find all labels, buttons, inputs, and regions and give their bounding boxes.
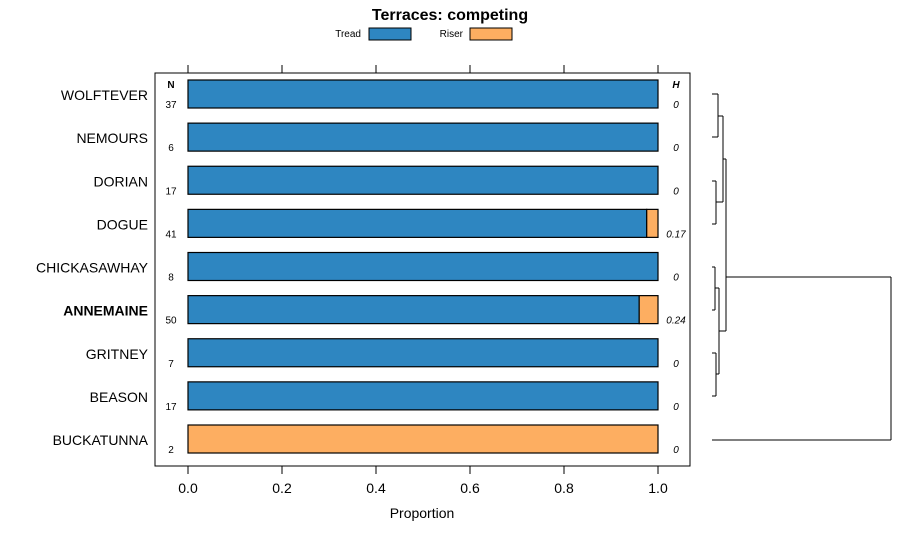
bar-rows: WOLFTEVER 37 0 NEMOURS 6 0 DORIAN 17 0 DOGUE 41 0.1… xyxy=(36,79,686,456)
bar-segment-tread xyxy=(187,338,659,368)
category-label: GRITNEY xyxy=(86,346,149,362)
x-axis: 0.0 0.2 0.4 0.6 0.8 1.0 xyxy=(178,65,668,496)
bar-row: CHICKASAWHAY 8 0 xyxy=(36,251,679,284)
legend-label-riser: Riser xyxy=(440,29,464,40)
h-value: 0 xyxy=(673,359,679,370)
dendrogram xyxy=(712,93,892,441)
bar-segment-tread xyxy=(187,79,659,109)
h-value: 0.17 xyxy=(666,229,686,240)
h-value: 0 xyxy=(673,273,679,284)
n-value: 2 xyxy=(168,445,174,456)
category-label: BUCKATUNNA xyxy=(53,432,149,448)
x-tick-label: 0.8 xyxy=(554,480,574,496)
legend-swatch-riser xyxy=(469,27,513,41)
n-value: 50 xyxy=(165,316,177,327)
h-column-header: H xyxy=(672,80,680,91)
x-tick-label: 1.0 xyxy=(648,480,668,496)
category-label: DORIAN xyxy=(94,173,148,189)
n-value: 37 xyxy=(165,100,177,111)
h-value: 0 xyxy=(673,402,679,413)
bar-row: GRITNEY 7 0 xyxy=(86,338,679,370)
legend-swatch-tread xyxy=(368,27,412,41)
n-value: 6 xyxy=(168,143,174,154)
h-value: 0 xyxy=(673,143,679,154)
bar-row: DORIAN 17 0 xyxy=(94,165,679,197)
category-label: DOGUE xyxy=(97,216,148,232)
legend: Tread Riser xyxy=(335,27,513,41)
bar-segment-riser xyxy=(187,424,659,454)
bar-row: BUCKATUNNA 2 0 xyxy=(53,424,679,456)
legend-label-tread: Tread xyxy=(335,29,361,40)
bar-row: NEMOURS 6 0 xyxy=(76,122,679,154)
bar-segment-tread xyxy=(187,208,648,238)
x-tick-label: 0.4 xyxy=(366,480,386,496)
chart-title: Terraces: competing xyxy=(372,7,528,24)
bar-segment-riser xyxy=(638,295,659,325)
plot-frame xyxy=(154,72,691,467)
category-label: ANNEMAINE xyxy=(63,303,148,319)
x-axis-title: Proportion xyxy=(390,505,455,521)
x-tick-label: 0.2 xyxy=(272,480,292,496)
n-value: 17 xyxy=(165,402,177,413)
bar-row: WOLFTEVER 37 0 xyxy=(61,79,679,111)
n-column-header: N xyxy=(167,80,174,91)
x-tick-label: 0.0 xyxy=(178,480,198,496)
bar-row: DOGUE 41 0.17 xyxy=(97,208,686,240)
h-value: 0.24 xyxy=(666,316,686,327)
x-tick-label: 0.6 xyxy=(460,480,480,496)
h-value: 0 xyxy=(673,186,679,197)
n-value: 8 xyxy=(168,273,174,284)
bar-segment-tread xyxy=(187,251,659,282)
bar-segment-riser xyxy=(646,208,659,238)
bar-segment-tread xyxy=(187,295,640,325)
category-label: NEMOURS xyxy=(76,130,148,146)
bar-row: BEASON 17 0 xyxy=(90,381,679,413)
bar-segment-tread xyxy=(187,165,659,195)
category-label: CHICKASAWHAY xyxy=(36,260,149,276)
n-value: 41 xyxy=(165,229,177,240)
n-value: 7 xyxy=(168,359,174,370)
n-value: 17 xyxy=(165,186,177,197)
bar-row: ANNEMAINE 50 0.24 xyxy=(63,295,686,327)
bar-segment-tread xyxy=(187,381,659,411)
bar-segment-tread xyxy=(187,122,659,152)
h-value: 0 xyxy=(673,445,679,456)
category-label: BEASON xyxy=(90,389,148,405)
h-value: 0 xyxy=(673,100,679,111)
category-label: WOLFTEVER xyxy=(61,87,148,103)
